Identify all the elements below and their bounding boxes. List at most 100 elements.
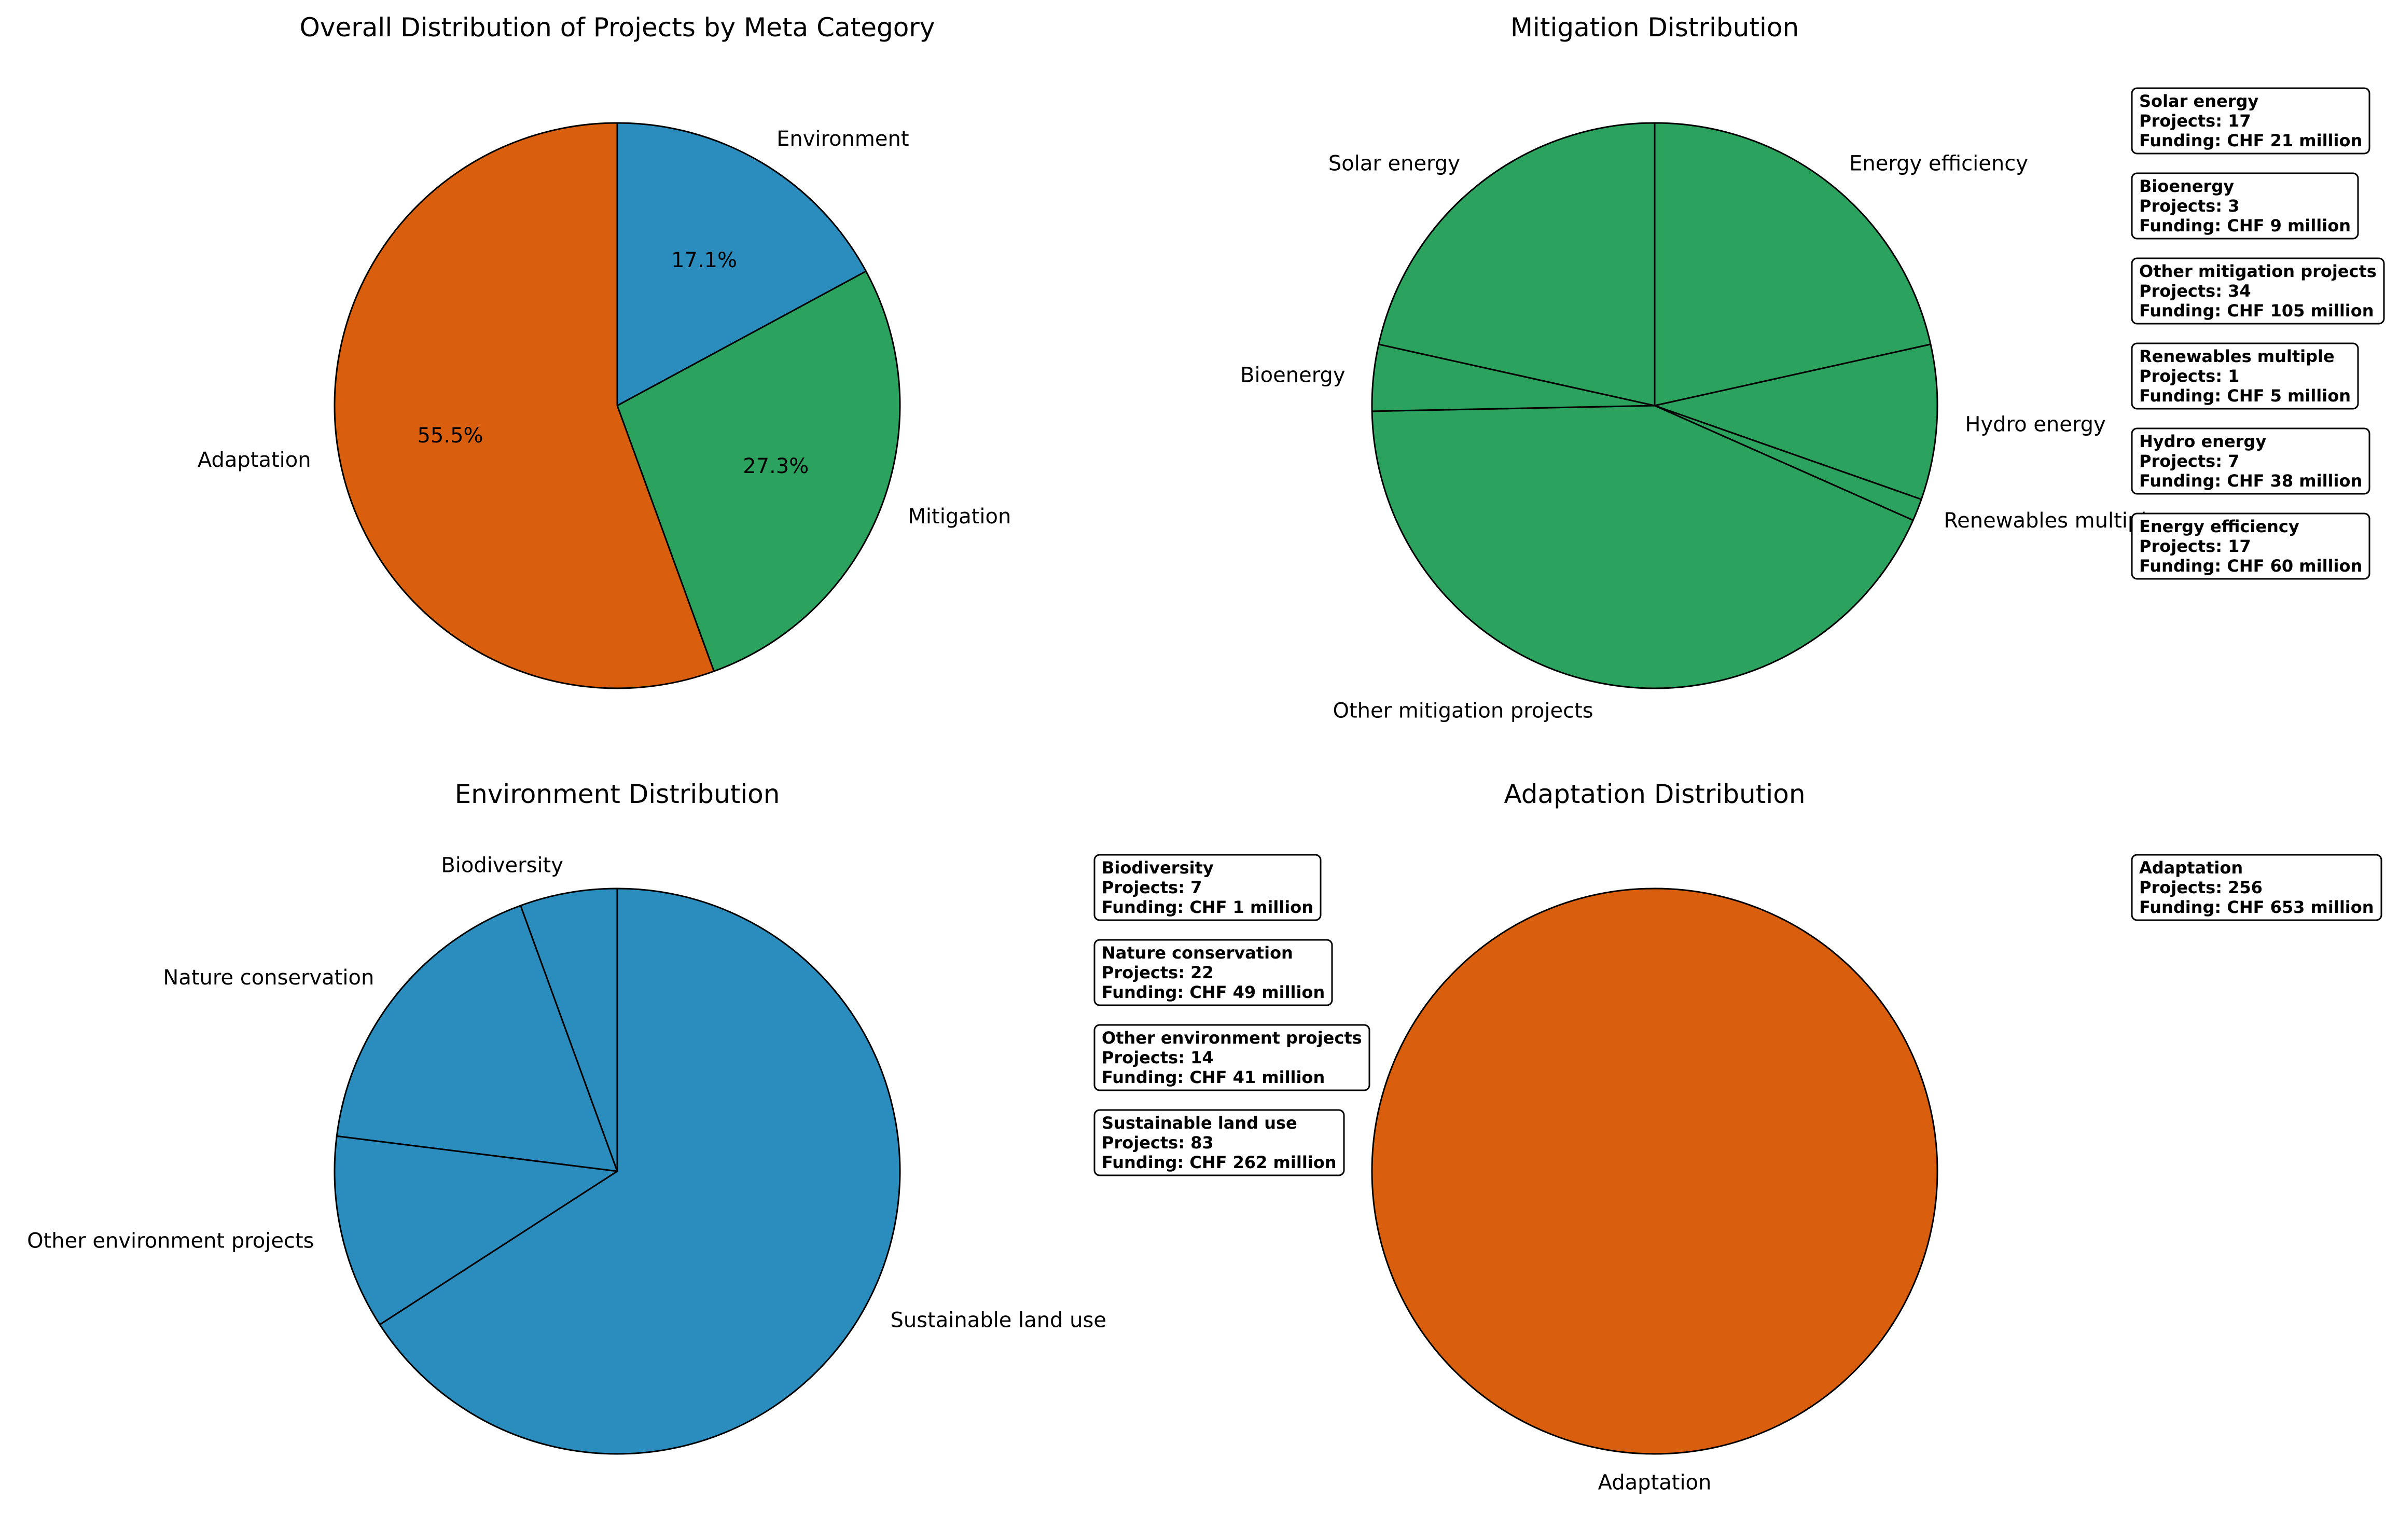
info-box-name: Solar energy xyxy=(2139,91,2258,111)
slice-label: Sustainable land use xyxy=(891,1309,1106,1333)
info-box-name: Hydro energy xyxy=(2139,432,2266,451)
slice-label: Nature conservation xyxy=(163,966,374,990)
info-box-name: Other mitigation projects xyxy=(2139,261,2377,281)
info-box-name: Sustainable land use xyxy=(1102,1113,1297,1133)
info-box-funding: Funding: CHF 262 million xyxy=(1102,1153,1337,1172)
info-box-funding: Funding: CHF 105 million xyxy=(2139,301,2374,321)
pie-slices xyxy=(1371,122,1938,689)
info-box-projects: Projects: 34 xyxy=(2139,281,2251,301)
info-box-frame xyxy=(2131,172,2359,240)
info-box-frame xyxy=(2131,87,2370,155)
adaptation-pie-chart: Adaptation Distribution Adaptation Adapt… xyxy=(1371,779,2382,1495)
slice-labels: Sustainable land use Other environment pr… xyxy=(27,854,1106,1333)
info-box-name: Bioenergy xyxy=(2139,176,2234,196)
pie-slice-sustainable-land-use xyxy=(379,887,901,1455)
chart-title: Mitigation Distribution xyxy=(1510,12,1799,43)
chart-title: Environment Distribution xyxy=(455,779,780,809)
slice-label: Other environment projects xyxy=(27,1229,314,1253)
environment-pie-chart: Environment Distribution Sustainable lan… xyxy=(27,779,1370,1455)
slice-label: Energy efficiency xyxy=(1849,151,2028,175)
slice-label: Solar energy xyxy=(1328,151,1460,175)
slice-percent-label: 55.5% xyxy=(417,424,483,448)
pie-slice-solar-energy xyxy=(1378,122,1656,407)
info-box-projects: Projects: 17 xyxy=(2139,536,2251,556)
slice-label: Renewables multiple xyxy=(1944,509,2159,533)
slice-percent-label: 17.1% xyxy=(671,248,737,272)
info-box-projects: Projects: 17 xyxy=(2139,111,2251,131)
info-box-name: Adaptation xyxy=(2139,858,2243,878)
info-box-frame xyxy=(2131,854,2382,921)
info-box-funding: Funding: CHF 9 million xyxy=(2139,216,2351,235)
slice-label: Hydro energy xyxy=(1965,413,2105,437)
info-box-funding: Funding: CHF 1 million xyxy=(1102,897,1313,917)
pie-slice-biodiversity xyxy=(520,887,618,1172)
pie-slices xyxy=(334,122,901,689)
info-box-name: Renewables multiple xyxy=(2139,346,2335,366)
info-box-frame xyxy=(1093,1024,1370,1091)
pie-slice-hydro-energy xyxy=(1654,343,1938,501)
info-box-name: Nature conservation xyxy=(1102,943,1293,963)
slice-label: Bioenergy xyxy=(1240,364,1345,387)
info-box-name: Biodiversity xyxy=(1102,858,1214,878)
info-box-frame xyxy=(1093,854,1322,921)
pie-slice-mitigation xyxy=(616,270,901,672)
info-box-funding: Funding: CHF 653 million xyxy=(2139,897,2374,917)
pie-slice-other-environment-projects xyxy=(334,1135,618,1326)
info-box-frame xyxy=(2131,257,2385,325)
overall-pie-chart: Overall Distribution of Projects by Meta… xyxy=(198,12,1011,689)
info-box-projects: Projects: 14 xyxy=(1102,1048,1214,1067)
info-box-name: Other environment projects xyxy=(1102,1028,1362,1048)
info-box-name: Energy efficiency xyxy=(2139,517,2299,536)
info-box-projects: Projects: 22 xyxy=(1102,963,1214,982)
slice-label: Other mitigation projects xyxy=(1333,699,1593,723)
pie-slice-energy-efficiency xyxy=(1654,122,1932,407)
info-box-funding: Funding: CHF 49 million xyxy=(1102,982,1325,1002)
info-box-funding: Funding: CHF 21 million xyxy=(2139,131,2362,150)
pie-slice-environment xyxy=(616,122,867,407)
chart-title: Adaptation Distribution xyxy=(1504,779,1805,809)
pie-slice-adaptation xyxy=(334,122,715,689)
pie-slices xyxy=(334,887,901,1455)
slice-label: Environment xyxy=(776,127,909,151)
info-box-frame xyxy=(2131,512,2370,580)
mitigation-pie-chart: Mitigation Distribution Energy efficienc… xyxy=(1240,12,2385,723)
slice-label: Adaptation xyxy=(198,448,311,472)
slice-label: Biodiversity xyxy=(441,854,563,878)
pie-slice-nature-conservation xyxy=(336,905,618,1172)
info-box-funding: Funding: CHF 38 million xyxy=(2139,471,2362,491)
info-box-funding: Funding: CHF 60 million xyxy=(2139,556,2362,576)
slice-labels: Environment 17.1% Mitigation 27.3% Adaptatio… xyxy=(198,127,1011,529)
info-box-frame xyxy=(1093,939,1333,1006)
info-box-projects: Projects: 3 xyxy=(2139,196,2239,216)
info-box-frame xyxy=(2131,427,2370,495)
info-box-projects: Projects: 256 xyxy=(2139,878,2263,897)
info-box-projects: Projects: 7 xyxy=(1102,878,1202,897)
slice-label: Adaptation xyxy=(1598,1471,1712,1495)
info-box-projects: Projects: 83 xyxy=(1102,1133,1214,1153)
slice-percent-label: 27.3% xyxy=(743,454,809,478)
slice-labels: Energy efficiency Hydro energy Renewables … xyxy=(1240,151,2159,723)
info-box-frame xyxy=(1093,1109,1345,1176)
slice-labels: Adaptation xyxy=(1598,1471,1712,1495)
info-box-frame xyxy=(2131,342,2359,410)
info-box-projects: Projects: 7 xyxy=(2139,451,2239,471)
info-box-funding: Funding: CHF 41 million xyxy=(1102,1067,1325,1087)
pie-slice-other-mitigation-projects xyxy=(1371,405,1914,689)
info-box-funding: Funding: CHF 5 million xyxy=(2139,386,2351,406)
pie-slices xyxy=(1371,887,1938,1455)
